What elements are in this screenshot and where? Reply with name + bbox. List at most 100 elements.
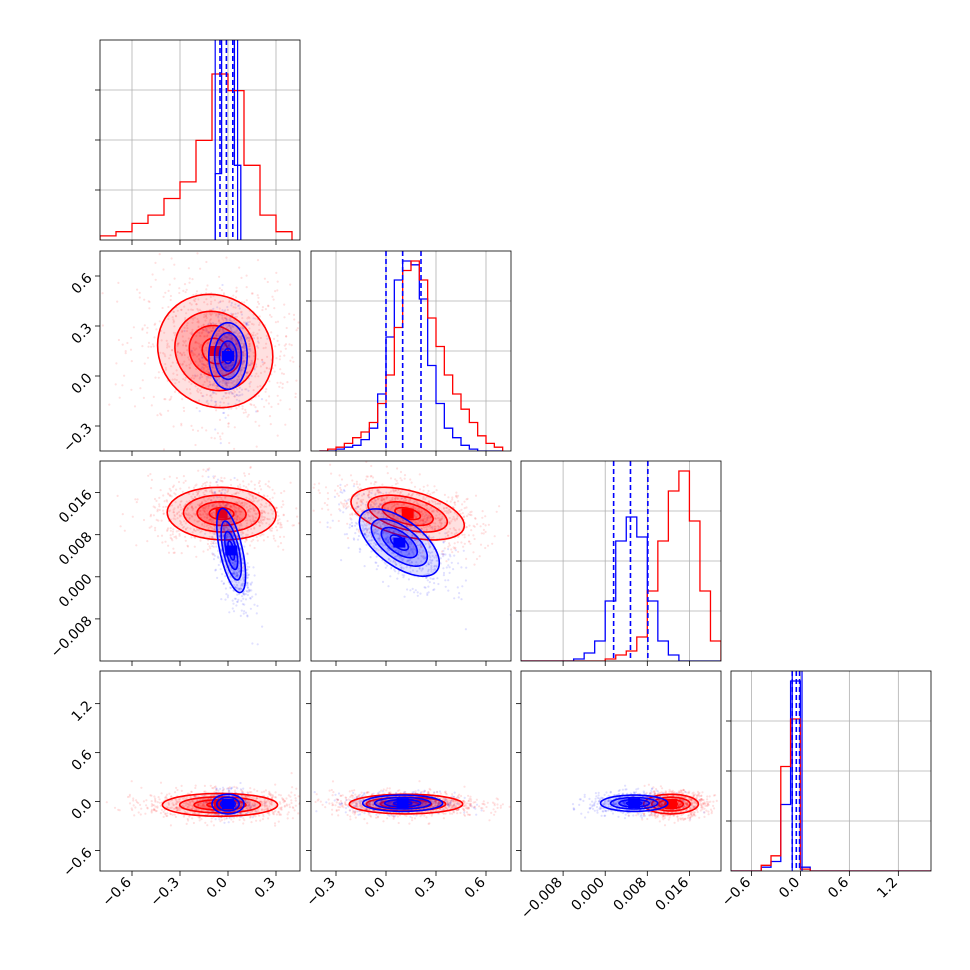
scatter-point [455, 495, 458, 498]
scatter-point [235, 581, 238, 584]
scatter-point [434, 517, 437, 520]
scatter-point [431, 528, 434, 531]
scatter-point [235, 510, 238, 513]
scatter-point [197, 326, 200, 329]
scatter-point [385, 516, 388, 519]
scatter-point [202, 508, 205, 512]
scatter-point [386, 547, 389, 550]
scatter-point [219, 380, 222, 383]
scatter-point [224, 587, 227, 590]
scatter-point [242, 592, 245, 595]
scatter-point [238, 516, 241, 520]
scatter-point [188, 277, 191, 280]
scatter-point [375, 547, 378, 550]
scatter-point [277, 402, 280, 406]
scatter-point [257, 346, 260, 349]
scatter-point [256, 643, 259, 646]
scatter-point [426, 519, 429, 522]
scatter-point [210, 436, 213, 439]
scatter-point [184, 379, 187, 382]
scatter-point [445, 509, 448, 513]
scatter-point [377, 489, 380, 492]
scatter-point [181, 526, 185, 529]
scatter-point [244, 408, 247, 411]
scatter-point [453, 542, 456, 545]
scatter-point [195, 303, 198, 306]
scatter-point [243, 501, 246, 504]
scatter-point [168, 357, 171, 360]
scatter-point [247, 348, 250, 351]
scatter-point [325, 376, 327, 378]
scatter-point [242, 566, 245, 569]
scatter-point [241, 584, 244, 587]
scatter-point [450, 561, 453, 564]
scatter-point [192, 293, 195, 297]
scatter-point [374, 493, 377, 496]
scatter-point [245, 322, 248, 325]
scatter-point [247, 389, 250, 392]
scatter-point [371, 510, 374, 513]
scatter-point [388, 549, 391, 552]
scatter-point [222, 345, 225, 348]
scatter-point [244, 411, 247, 414]
scatter-point [194, 496, 197, 499]
x-tick-label: −0.6 [99, 874, 134, 909]
scatter-point [154, 376, 157, 379]
scatter-point [248, 515, 252, 518]
scatter-point [231, 364, 235, 367]
scatter-point [261, 306, 264, 309]
scatter-point [237, 375, 240, 378]
scatter-point [236, 600, 239, 603]
scatter-point [225, 366, 228, 369]
scatter-point [456, 515, 459, 518]
scatter-point [175, 369, 178, 372]
scatter-point [429, 577, 432, 580]
scatter-point [243, 343, 246, 346]
scatter-point [276, 289, 279, 292]
scatter-point [212, 511, 216, 514]
scatter-point [273, 307, 276, 310]
hist-panel-0 [95, 39, 301, 245]
scatter-point [209, 376, 212, 380]
scatter-point [215, 376, 218, 379]
scatter-point [213, 514, 216, 517]
scatter-point [213, 528, 216, 531]
scatter-point [173, 378, 176, 381]
scatter-point [238, 560, 241, 563]
scatter-point [221, 300, 225, 303]
scatter-point [196, 355, 199, 358]
scatter-point [443, 539, 447, 543]
scatter-point [355, 522, 358, 525]
scatter-point [375, 555, 378, 558]
scatter-point [262, 347, 265, 350]
scatter-point [211, 366, 214, 369]
scatter-point [175, 378, 178, 382]
scatter-point [172, 310, 176, 313]
scatter-point [246, 581, 249, 585]
scatter-point [209, 383, 212, 386]
scatter-point [378, 521, 381, 524]
scatter-point [236, 514, 239, 518]
scatter-point [237, 557, 240, 560]
scatter-point [235, 381, 238, 384]
scatter-point [279, 368, 282, 371]
y-tick-label: 0.0 [69, 370, 96, 397]
scatter-point [396, 502, 399, 505]
scatter-point [198, 353, 201, 356]
scatter-point [168, 283, 171, 286]
scatter-point [420, 510, 423, 513]
scatter-point [226, 325, 229, 328]
scatter-point [368, 489, 371, 492]
scatter-point [236, 491, 239, 494]
scatter-point [243, 344, 246, 347]
scatter-point [296, 515, 299, 518]
scatter-point [430, 564, 433, 567]
scatter-point [210, 491, 214, 494]
scatter-point [227, 571, 230, 575]
scatter-point [252, 538, 255, 541]
scatter-point [201, 356, 204, 359]
scatter-point [448, 521, 451, 524]
scatter-point [250, 292, 253, 295]
scatter-point [170, 495, 173, 498]
scatter-point [180, 422, 183, 425]
